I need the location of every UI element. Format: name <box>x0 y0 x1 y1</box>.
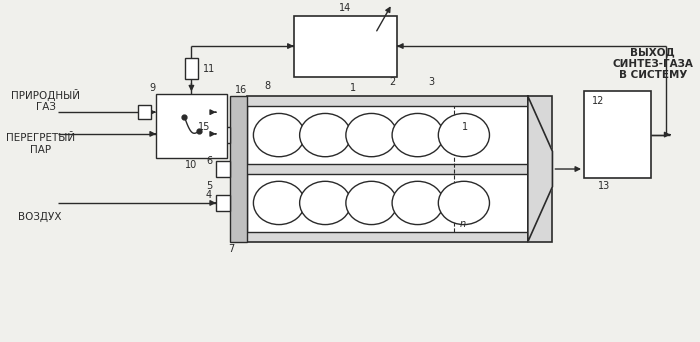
Text: 1: 1 <box>350 83 356 93</box>
Bar <box>248 106 528 164</box>
Bar <box>216 127 230 143</box>
Text: 4: 4 <box>206 190 212 200</box>
Text: ВЫХОД
СИНТЕЗ-ГАЗА
В СИСТЕМУ: ВЫХОД СИНТЕЗ-ГАЗА В СИСТЕМУ <box>612 47 693 80</box>
Text: 5: 5 <box>206 181 212 191</box>
Text: 12: 12 <box>592 96 604 106</box>
Text: 10: 10 <box>186 160 197 170</box>
Text: n: n <box>460 219 466 229</box>
Bar <box>139 105 151 119</box>
Text: ВОЗДУХ: ВОЗДУХ <box>18 212 62 222</box>
Ellipse shape <box>392 181 443 225</box>
Text: 11: 11 <box>203 64 216 74</box>
Bar <box>294 15 397 77</box>
Text: 7: 7 <box>229 244 235 254</box>
Ellipse shape <box>346 114 397 157</box>
Ellipse shape <box>300 114 351 157</box>
Text: 14: 14 <box>340 3 351 13</box>
Ellipse shape <box>438 181 489 225</box>
Text: 9: 9 <box>149 83 155 93</box>
Ellipse shape <box>438 114 489 157</box>
Text: 1: 1 <box>462 122 468 132</box>
Ellipse shape <box>392 114 443 157</box>
Text: 13: 13 <box>598 181 610 191</box>
Bar <box>584 91 651 178</box>
Text: 16: 16 <box>234 85 246 95</box>
Text: 8: 8 <box>264 81 270 91</box>
Ellipse shape <box>253 114 304 157</box>
Bar <box>230 96 248 242</box>
Polygon shape <box>528 96 552 242</box>
Bar <box>156 94 227 158</box>
Bar <box>248 96 552 242</box>
Text: ПЕРЕГРЕТЫЙ
ПАР: ПЕРЕГРЕТЫЙ ПАР <box>6 133 76 155</box>
Bar <box>216 161 230 177</box>
Text: 6: 6 <box>206 156 212 166</box>
Ellipse shape <box>300 181 351 225</box>
Bar <box>248 174 528 232</box>
Text: ПРИРОДНЫЙ
ГАЗ: ПРИРОДНЫЙ ГАЗ <box>11 89 80 112</box>
Bar <box>185 58 198 79</box>
Text: 15: 15 <box>197 122 210 132</box>
Ellipse shape <box>253 181 304 225</box>
Text: 2: 2 <box>389 77 396 88</box>
Ellipse shape <box>346 181 397 225</box>
Text: 3: 3 <box>428 77 435 88</box>
Bar <box>216 195 230 211</box>
